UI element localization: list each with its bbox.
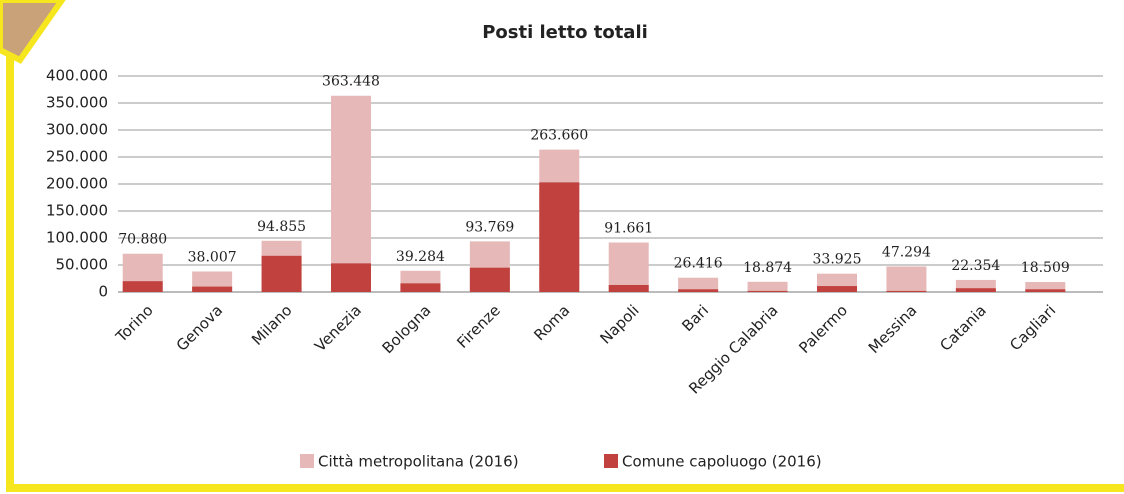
bar	[331, 263, 371, 292]
bar	[678, 289, 719, 292]
bar	[608, 242, 649, 292]
y-tick-label: 350.000	[46, 94, 108, 112]
bar	[955, 288, 996, 292]
bar	[608, 284, 649, 292]
bar	[817, 286, 857, 292]
legend-swatch	[604, 454, 618, 468]
y-tick-label: 100.000	[46, 229, 108, 247]
bar	[331, 95, 371, 292]
value-label: 38.007	[188, 249, 237, 265]
chart-title: Posti letto totali	[482, 22, 648, 43]
value-label: 18.509	[1021, 260, 1070, 276]
value-label: 363.448	[322, 74, 380, 90]
bar	[400, 283, 441, 292]
bar	[1025, 289, 1066, 292]
y-tick-label: 150.000	[46, 202, 108, 220]
value-label: 47.294	[882, 244, 931, 260]
bar	[469, 267, 510, 292]
y-tick-label: 400.000	[46, 67, 108, 85]
bar	[1025, 282, 1066, 292]
legend-label: Comune capoluogo (2016)	[622, 453, 822, 471]
value-label: 91.661	[604, 221, 653, 237]
bar	[261, 255, 302, 292]
value-label: 26.416	[674, 256, 723, 272]
value-label: 94.855	[257, 219, 306, 235]
bar	[747, 281, 788, 292]
legend-label: Città metropolitana (2016)	[318, 453, 519, 471]
bar	[678, 277, 719, 292]
value-label: 33.925	[813, 252, 862, 268]
value-label: 263.660	[530, 128, 588, 144]
bar	[747, 290, 788, 292]
y-tick-label: 200.000	[46, 175, 108, 193]
corner-decoration	[0, 0, 66, 64]
value-label: 39.284	[396, 249, 445, 265]
value-label: 22.354	[951, 258, 1000, 274]
value-label: 93.769	[465, 219, 514, 235]
bar	[539, 182, 580, 292]
y-tick-label: 250.000	[46, 148, 108, 166]
bar	[122, 281, 163, 292]
y-tick-label: 0	[98, 283, 108, 301]
value-label: 18.874	[743, 260, 792, 276]
legend-swatch	[300, 454, 314, 468]
y-tick-label: 300.000	[46, 121, 108, 139]
frame	[6, 0, 1124, 492]
y-tick-label: 50.000	[56, 256, 109, 274]
bar	[192, 286, 233, 292]
value-label: 70.880	[118, 232, 167, 248]
bar	[886, 266, 927, 292]
bar	[886, 290, 927, 292]
